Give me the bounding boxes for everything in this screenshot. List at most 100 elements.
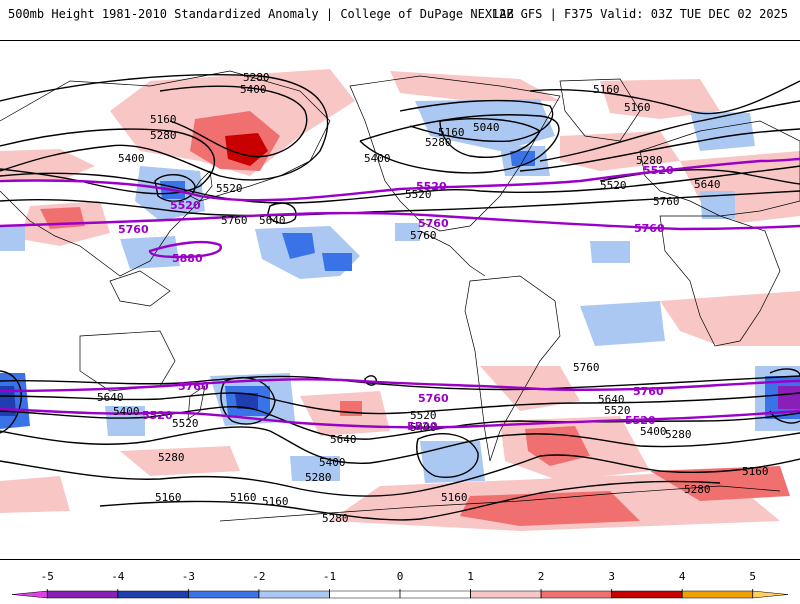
contour-label-layer: 5280 5400 5160 5280 5400 5520 5760 5640 … <box>97 71 769 525</box>
anomaly-area <box>235 393 258 409</box>
anomaly-area <box>395 223 420 241</box>
height-contour <box>0 392 800 415</box>
highlight-label: 5760 <box>634 222 665 235</box>
anomaly-map: 5280 5400 5160 5280 5400 5520 5760 5640 … <box>0 40 800 560</box>
contour-label: 5160 <box>593 83 620 96</box>
height-contour <box>267 202 297 224</box>
highlight-contour <box>0 378 800 393</box>
contour-label: 5400 <box>118 152 145 165</box>
contour-label: 5280 <box>665 428 692 441</box>
contour-label: 5520 <box>410 409 437 422</box>
anomaly-area <box>225 133 268 166</box>
highlight-label: 5760 <box>633 385 664 398</box>
highlight-contour <box>0 157 800 202</box>
map-title: 500mb Height 1981-2010 Standardized Anom… <box>8 7 514 21</box>
contour-label: 5520 <box>600 179 627 192</box>
anomaly-area <box>650 466 790 501</box>
contour-label: 5280 <box>150 129 177 142</box>
height-contour <box>0 128 216 195</box>
contour-label: 5760 <box>573 361 600 374</box>
height-contour <box>439 118 541 158</box>
color-bin <box>470 590 542 599</box>
color-bin <box>47 590 119 599</box>
anomaly-area <box>660 291 800 346</box>
anomaly-area <box>390 71 560 101</box>
contour-label: 5400 <box>240 83 267 96</box>
height-contour <box>0 426 800 464</box>
contour-label: 5160 <box>624 101 651 114</box>
height-contour <box>0 370 22 434</box>
highlight-contour <box>148 240 222 259</box>
contour-label: 5160 <box>742 465 769 478</box>
highlight-label: 5760 <box>118 223 149 236</box>
coastline-greenland <box>559 78 641 142</box>
color-scale-legend: -5 -4 -3 -2 -1 0 1 2 3 4 5 <box>0 565 800 600</box>
contour-label: 5640 <box>97 391 124 404</box>
coastline-south-america <box>464 275 561 462</box>
anomaly-area <box>282 233 315 259</box>
color-tick-label: 5 <box>749 570 756 583</box>
coastline-japan <box>189 170 213 202</box>
highlight-label: 5880 <box>172 252 203 265</box>
contour-label: 5160 <box>438 126 465 139</box>
anomaly-area <box>690 111 755 151</box>
color-scale-ticks: -5 -4 -3 -2 -1 0 1 2 3 4 5 <box>41 570 756 598</box>
contour-label: 5160 <box>230 491 257 504</box>
contour-label: 5280 <box>425 136 452 149</box>
anomaly-area <box>290 456 340 481</box>
highlight-label: 5520 <box>643 164 674 177</box>
anomaly-area <box>590 241 630 263</box>
highlight-label: 5520 <box>142 409 173 422</box>
coastline-se-asia <box>109 270 171 307</box>
contour-label: 5280 <box>322 512 349 525</box>
contour-label: 5760 <box>410 229 437 242</box>
color-bin <box>540 590 612 599</box>
height-contour <box>0 190 800 217</box>
height-contour <box>0 454 800 497</box>
contour-label: 5640 <box>330 433 357 446</box>
contour-label: 5280 <box>158 451 185 464</box>
highlight-label: 5760 <box>418 217 449 230</box>
color-bin <box>188 590 260 599</box>
contour-label: 5760 <box>221 214 248 227</box>
contour-label: 5280 <box>636 154 663 167</box>
coastline-europe <box>639 120 800 217</box>
contour-label: 5400 <box>319 456 346 469</box>
color-bin <box>117 590 189 599</box>
height-contour <box>416 433 479 478</box>
model-run-info: 12Z GFS | F375 Valid: 03Z TUE DEC 02 202… <box>491 7 788 21</box>
highlight-label: 5520 <box>407 420 438 433</box>
anomaly-area <box>510 151 535 166</box>
coastlines <box>0 70 800 522</box>
highlight-label-layer: 5520 5760 5880 5520 5760 5520 5760 5760 … <box>118 164 674 433</box>
anomaly-area <box>322 253 352 271</box>
contour-label: 5160 <box>441 491 468 504</box>
contour-label: 5520 <box>604 404 631 417</box>
contour-label: 5400 <box>640 425 667 438</box>
anomaly-area <box>778 386 800 409</box>
positive-anomaly-shading <box>0 69 800 531</box>
color-tick-label: -5 <box>41 570 54 583</box>
highlight-contour <box>0 407 800 429</box>
height-contour <box>0 406 800 440</box>
color-bin <box>258 590 330 599</box>
anomaly-area <box>0 226 25 251</box>
color-bin <box>611 590 683 599</box>
highlight-contours <box>0 157 800 429</box>
color-tick-label: 1 <box>467 570 474 583</box>
color-tick-label: 4 <box>679 570 686 583</box>
contour-label: 5160 <box>150 113 177 126</box>
contour-label: 5520 <box>216 182 243 195</box>
color-tick-label: -2 <box>252 570 265 583</box>
highlight-label: 5520 <box>170 199 201 212</box>
anomaly-area <box>0 149 95 181</box>
contour-label: 5400 <box>364 152 391 165</box>
color-tick-label: 3 <box>608 570 615 583</box>
highlight-contour <box>0 211 800 231</box>
contour-label: 5280 <box>305 471 332 484</box>
anomaly-area <box>415 99 555 151</box>
contour-label: 5400 <box>410 421 437 434</box>
highlight-label: 5520 <box>625 414 656 427</box>
anomaly-area <box>460 491 640 526</box>
contour-label: 5640 <box>259 214 286 227</box>
